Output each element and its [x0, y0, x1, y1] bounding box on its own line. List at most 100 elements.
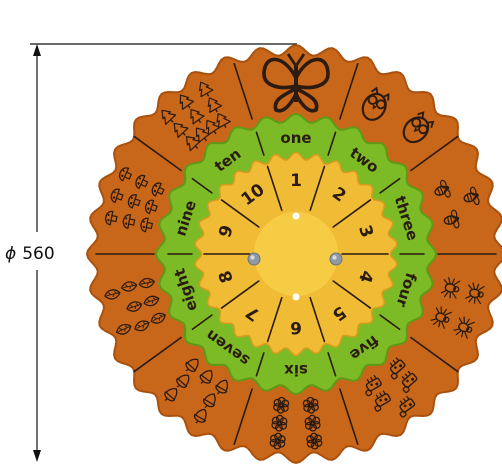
tree-icon — [195, 127, 211, 143]
owl-icon — [402, 111, 435, 144]
acorn-icon — [164, 388, 178, 402]
word-ring-dividers — [167, 131, 425, 377]
picture-sector-6 — [269, 396, 323, 450]
mushroom-icon — [144, 199, 158, 215]
picture-sector-9 — [105, 167, 165, 233]
leaf-icon — [115, 323, 132, 335]
mushroom-icon — [122, 214, 136, 229]
flower-icon — [304, 414, 321, 432]
diameter-dimension — [30, 43, 297, 462]
mushroom-icon — [105, 210, 118, 226]
word-label-1: one — [280, 129, 311, 147]
sector-divider — [309, 296, 326, 343]
sector-divider — [339, 62, 359, 120]
number-label-1: 1 — [290, 171, 302, 191]
owl-icon — [361, 86, 390, 121]
acorn-icon — [199, 370, 213, 384]
spider-icon — [430, 306, 452, 329]
right-bolt-icon — [329, 252, 343, 266]
tree-icon — [190, 108, 205, 125]
flower-icon — [271, 414, 288, 432]
number-label-3: 3 — [354, 223, 377, 240]
sector-divider — [191, 177, 213, 194]
tree-icon — [205, 119, 221, 136]
acorn-icon — [193, 408, 207, 424]
sector-divider — [255, 131, 265, 156]
sector-divider — [220, 280, 260, 309]
tree-icon — [207, 97, 223, 113]
mushroom-icon — [140, 217, 153, 233]
dimension-arrow-down-icon — [33, 450, 41, 462]
sector-divider — [327, 131, 337, 156]
sector-divider — [379, 177, 401, 194]
picture-sector-3 — [434, 179, 480, 229]
sector-divider — [133, 135, 182, 172]
number-label-6: 6 — [290, 317, 302, 337]
leaf-icon — [150, 312, 166, 324]
picture-sector-10 — [161, 81, 231, 152]
tree-icon — [216, 113, 231, 129]
sector-divider — [266, 296, 283, 343]
picture-sector-5 — [365, 357, 418, 418]
picture-sector-2 — [361, 86, 435, 144]
number-label-9: 9 — [215, 223, 238, 240]
outer-ring-dividers — [95, 62, 497, 446]
spider-icon — [453, 316, 475, 339]
left-bolt-icon — [247, 252, 261, 266]
diameter-label: ϕ 560 — [5, 244, 55, 264]
sector-divider — [339, 388, 359, 446]
acorn-icon — [176, 374, 190, 388]
diameter-value: 560 — [22, 244, 55, 264]
tree-icon — [198, 81, 214, 98]
flower-icon — [302, 396, 319, 414]
leaf-icon — [104, 289, 121, 300]
cow-icon — [365, 374, 382, 397]
spider-icon — [440, 277, 461, 299]
cow-icon — [374, 390, 391, 412]
leaf-icon — [134, 320, 150, 332]
flower-icon — [306, 432, 323, 450]
mushroom-icon — [110, 188, 124, 204]
sector-divider — [133, 336, 182, 373]
bee-icon — [443, 209, 460, 229]
sector-divider — [233, 388, 253, 446]
leaf-icon — [126, 301, 143, 312]
tree-icon — [179, 94, 195, 110]
sector-divider — [255, 352, 265, 377]
picture-sector-8 — [104, 277, 166, 335]
cow-icon — [401, 370, 418, 394]
tree-icon — [161, 109, 177, 125]
sector-divider — [327, 352, 337, 377]
center-dot-top — [292, 212, 300, 220]
diameter-symbol: ϕ — [5, 244, 17, 264]
cow-icon — [389, 357, 406, 380]
mushroom-icon — [119, 167, 133, 182]
tree-icon — [173, 122, 189, 139]
sector-divider — [220, 199, 260, 228]
picture-sector-7 — [164, 358, 229, 424]
mushroom-icon — [127, 194, 141, 209]
bee-icon — [434, 179, 451, 198]
acorn-icon — [185, 358, 199, 372]
number-ring-dividers — [203, 165, 389, 343]
picture-sector-4 — [430, 277, 485, 339]
center-disc[interactable] — [254, 212, 338, 296]
flower-icon — [273, 396, 290, 414]
picture-sector-1 — [262, 53, 330, 113]
sector-divider — [332, 280, 372, 309]
sector-divider — [379, 314, 401, 331]
number-label-8: 8 — [215, 268, 238, 285]
leaf-icon — [120, 281, 138, 292]
mushroom-icon — [135, 174, 149, 190]
bee-icon — [463, 186, 480, 206]
acorn-icon — [202, 393, 216, 408]
sector-divider — [266, 165, 283, 212]
sector-divider — [191, 314, 213, 331]
spider-icon — [465, 282, 485, 305]
sector-divider — [332, 199, 372, 228]
cow-icon — [399, 395, 416, 418]
word-label-6: six — [284, 361, 308, 379]
sector-divider — [410, 336, 459, 373]
butterfly-icon — [262, 53, 330, 113]
